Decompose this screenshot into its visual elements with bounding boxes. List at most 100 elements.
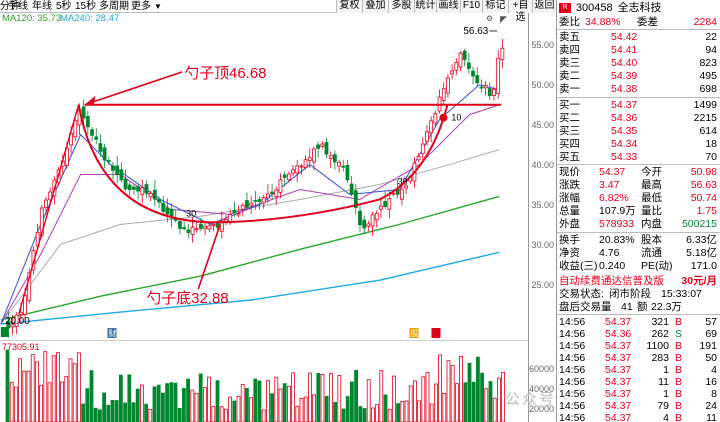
tick-count: 4 [711, 364, 717, 376]
earnings-marker-label: 财 [108, 328, 116, 338]
tick-row[interactable]: 14:56 54.37 4 B 11 [557, 412, 720, 422]
divider [557, 164, 720, 165]
bid-row[interactable]: 买三 54.35 614 [557, 125, 720, 138]
tick-row[interactable]: 14:56 54.37 1 B 4 [557, 364, 720, 376]
candle [199, 223, 203, 229]
tick-side: B [675, 352, 683, 364]
tick-count: 57 [705, 316, 717, 328]
bid-label: 买二 [559, 112, 580, 124]
price-axis: 55.00 50.00 45.00 40.00 35.00 30.00 25.0… [528, 13, 556, 422]
mark-button[interactable]: 标记 [482, 0, 508, 13]
period-multi[interactable]: 多周期 [99, 1, 129, 12]
draw-line-button[interactable]: 画线 [436, 0, 460, 13]
period-minute[interactable]: 分钟 [0, 1, 20, 12]
quote-label: 换手 [559, 234, 580, 246]
candlestick-chart[interactable]: 勺子顶46.68 勺子底32.88 56.63 20.00 30 30 10 财… [0, 25, 530, 341]
volume-bar [303, 396, 308, 422]
volume-bar [173, 382, 178, 422]
tick-row[interactable]: 14:56 54.36 262 S 69 [557, 328, 720, 340]
period-15s[interactable]: 15秒 [75, 1, 97, 12]
quote-row: 现价 54.37 今开 50.98 [557, 166, 720, 179]
quote-value: 6.82% [599, 192, 629, 204]
volume-bar [26, 370, 31, 422]
volume-bar [89, 370, 94, 422]
add-watchlist-button[interactable]: +自选 [508, 0, 532, 23]
tick-row[interactable]: 14:56 54.37 283 B 50 [557, 352, 720, 364]
ask-row[interactable]: 卖三 54.40 823 [557, 57, 720, 70]
volume-bar [223, 408, 228, 422]
marker-box-left [0, 327, 9, 338]
ask-row[interactable]: 卖四 54.41 94 [557, 44, 720, 57]
period-hand[interactable]: 手线 [8, 1, 28, 12]
tick-row[interactable]: 14:56 54.37 321 B 57 [557, 316, 720, 328]
stats-button[interactable]: 统计 [414, 0, 436, 13]
volume-bar [467, 362, 472, 422]
amount-label: 额 [637, 301, 648, 313]
volume-chart[interactable]: 77305.91 [0, 341, 530, 422]
earnings-marker-icon[interactable] [107, 328, 117, 339]
volume-bar [286, 385, 291, 422]
candle [186, 229, 191, 234]
tick-time: 14:56 [559, 388, 586, 400]
bid-row[interactable]: 买四 54.34 18 [557, 138, 720, 151]
candle [73, 120, 78, 138]
tick-time: 14:56 [559, 352, 586, 364]
volume-bar [123, 402, 127, 422]
ask-vol: 495 [699, 70, 717, 82]
candle [249, 202, 254, 206]
quote-label: 现价 [559, 166, 580, 178]
period-year[interactable]: 年线 [32, 1, 52, 12]
period-5s[interactable]: 5秒 [56, 1, 72, 12]
tick-row[interactable]: 14:56 54.37 1 B 8 [557, 388, 720, 400]
equity-marker-icon[interactable] [409, 328, 419, 339]
volume-bar [51, 355, 56, 422]
candle [102, 147, 107, 161]
ytick-55: 55.00 [531, 40, 554, 50]
tick-row[interactable]: 14:56 54.37 1100 B 191 [557, 340, 720, 352]
bid-row[interactable]: 买五 54.33 70 [557, 151, 720, 164]
red-marker-icon[interactable] [431, 328, 441, 339]
volume-bar [13, 386, 18, 422]
bid-row[interactable]: 买二 54.36 2215 [557, 112, 720, 125]
candle [10, 323, 15, 328]
f10-button[interactable]: F10 [460, 0, 482, 13]
overlay-button[interactable]: 叠加 [362, 0, 388, 13]
ask-price: 54.42 [611, 31, 638, 43]
adjust-button[interactable]: 复权 [336, 0, 362, 13]
tick-row[interactable]: 14:56 54.37 11 B 16 [557, 376, 720, 388]
ask-row[interactable]: 卖一 54.38 698 [557, 83, 720, 96]
volume-bar [379, 370, 384, 422]
ask-row[interactable]: 卖五 54.42 22 [557, 31, 720, 44]
tick-row[interactable]: 14:56 54.37 79 B 24 [557, 400, 720, 412]
quote-label-2: 最低 [641, 192, 662, 204]
candle [312, 148, 316, 163]
more-chevron-icon[interactable]: ▼ [154, 2, 162, 11]
candle [429, 120, 434, 134]
candle [391, 192, 396, 195]
tick-side: B [675, 400, 683, 412]
bid-row[interactable]: 买一 54.37 1499 [557, 99, 720, 112]
divider [557, 232, 720, 233]
tick-vol: 1 [663, 388, 669, 400]
more-menu[interactable]: 更多 [131, 1, 151, 12]
expand-triangle-icon[interactable]: ◤ [500, 14, 507, 24]
candle [341, 165, 346, 168]
ask-price: 54.39 [611, 70, 638, 82]
ask-row[interactable]: 卖二 54.39 495 [557, 70, 720, 83]
multi-stock-button[interactable]: 多股 [388, 0, 414, 13]
promo-banner[interactable]: 自动续费通达信普及版 30元/月 [557, 275, 720, 288]
settings-gear-icon[interactable]: ⚙ [486, 14, 494, 23]
tick-count: 8 [711, 388, 717, 400]
volume-bar [249, 397, 254, 422]
volume-bar [270, 393, 275, 422]
volume-bar [186, 378, 191, 422]
back-button[interactable]: 返回 [532, 0, 556, 13]
candle [471, 70, 475, 77]
volume-bar [480, 372, 485, 422]
quote-panel: R 300458 全志科技 委比 34.88% 委差 2284 卖五 54.42… [556, 0, 720, 422]
volume-bar [404, 400, 409, 422]
volume-bar [232, 400, 237, 422]
volume-bar [177, 408, 182, 422]
tick-count: 11 [706, 412, 717, 422]
volume-bar [358, 406, 363, 422]
